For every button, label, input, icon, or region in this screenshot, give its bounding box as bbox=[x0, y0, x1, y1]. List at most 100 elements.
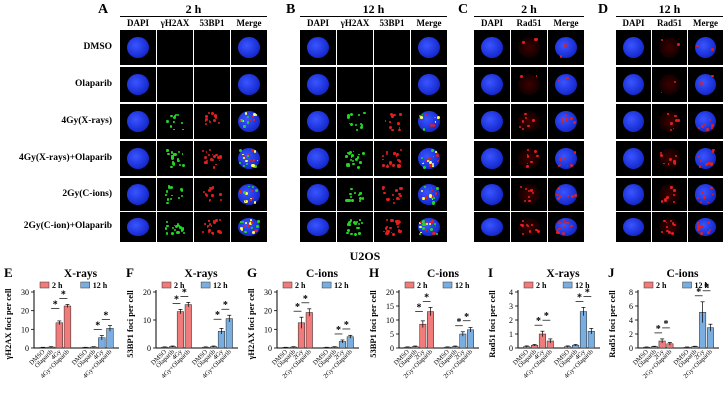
significance-star: * bbox=[656, 324, 661, 335]
focus-dot bbox=[427, 159, 430, 162]
nucleus bbox=[126, 73, 150, 96]
focus-dot bbox=[432, 124, 436, 127]
focus-dot bbox=[429, 223, 432, 226]
focus-dot bbox=[345, 154, 349, 158]
nucleus bbox=[694, 147, 717, 170]
micrograph-cell bbox=[157, 104, 193, 139]
focus-dot bbox=[239, 161, 241, 164]
focus-dot bbox=[394, 113, 397, 116]
focus-dot bbox=[352, 150, 355, 153]
focus-dot bbox=[182, 231, 185, 234]
focus-dot bbox=[562, 218, 566, 222]
focus-dot bbox=[250, 227, 253, 230]
focus-dot bbox=[435, 186, 439, 190]
focus-dot bbox=[398, 160, 402, 163]
focus-dot bbox=[252, 113, 256, 116]
focus-dot bbox=[244, 230, 247, 233]
significance-star: * bbox=[61, 290, 66, 301]
focus-dot bbox=[346, 115, 350, 119]
y-tick-label: 1 bbox=[509, 330, 513, 339]
focus-dot bbox=[673, 194, 676, 197]
focus-dot bbox=[399, 220, 401, 223]
micrograph-cell bbox=[194, 67, 230, 102]
micrograph-cell bbox=[474, 212, 510, 242]
focus-dot bbox=[385, 151, 388, 153]
focus-dot bbox=[177, 160, 180, 163]
nucleus bbox=[554, 110, 578, 133]
nucleus bbox=[381, 218, 403, 237]
focus-dot bbox=[206, 193, 209, 196]
nucleus bbox=[381, 148, 403, 170]
focus-dot bbox=[351, 199, 354, 202]
focus-dot bbox=[253, 165, 257, 169]
row-label: 4Gy(X-rays) bbox=[61, 115, 112, 126]
focus-dot bbox=[557, 187, 561, 191]
focus-dot bbox=[390, 231, 393, 234]
focus-dot bbox=[698, 165, 702, 168]
bar bbox=[184, 304, 192, 349]
focus-dot bbox=[386, 229, 389, 233]
focus-dot bbox=[166, 232, 169, 236]
focus-dot bbox=[429, 228, 433, 231]
focus-dot bbox=[536, 230, 540, 234]
focus-dot bbox=[567, 195, 570, 198]
focus-dot bbox=[359, 192, 363, 195]
focus-dot bbox=[399, 113, 402, 116]
focus-dot bbox=[212, 158, 215, 161]
focus-dot bbox=[240, 118, 243, 122]
focus-dot bbox=[659, 151, 662, 154]
focus-dot bbox=[699, 160, 702, 162]
focus-dot bbox=[386, 163, 389, 166]
focus-dot bbox=[672, 201, 675, 204]
focus-dot bbox=[564, 44, 568, 47]
focus-dot bbox=[246, 115, 249, 118]
micrograph-cell bbox=[688, 212, 723, 242]
focus-dot bbox=[182, 128, 184, 131]
focus-dot bbox=[675, 118, 679, 122]
micrograph-cell bbox=[231, 30, 267, 65]
time-underline bbox=[616, 16, 723, 17]
focus-dot bbox=[565, 118, 568, 121]
column-header: Merge bbox=[553, 18, 579, 28]
column-header: Rad51 bbox=[656, 18, 682, 28]
focus-dot bbox=[660, 230, 663, 233]
y-tick-label: 0 bbox=[390, 344, 394, 353]
focus-dot bbox=[697, 222, 699, 225]
nucleus bbox=[126, 36, 150, 59]
legend-label: 12 h bbox=[455, 281, 470, 290]
focus-dot bbox=[359, 200, 361, 203]
focus-dot bbox=[240, 220, 243, 223]
focus-dot bbox=[429, 161, 432, 164]
bar bbox=[55, 322, 63, 349]
nucleus bbox=[344, 218, 366, 237]
row-label: 2Gy(C-ion)+Olaparib bbox=[23, 221, 112, 231]
focus-dot bbox=[434, 225, 437, 227]
focus-dot bbox=[206, 161, 209, 164]
focus-dot bbox=[357, 194, 360, 197]
focus-dot bbox=[669, 128, 673, 132]
focus-dot bbox=[167, 198, 170, 201]
focus-dot bbox=[208, 229, 212, 233]
focus-dot bbox=[398, 128, 401, 132]
focus-dot bbox=[394, 152, 396, 154]
focus-dot bbox=[434, 120, 437, 123]
significance-star: * bbox=[303, 294, 308, 305]
focus-dot bbox=[526, 154, 530, 158]
focus-dot bbox=[421, 197, 425, 200]
focus-dot bbox=[666, 112, 669, 115]
focus-dot bbox=[399, 186, 403, 190]
legend-swatch bbox=[200, 281, 211, 289]
focus-dot bbox=[166, 191, 169, 194]
micrograph-cell bbox=[411, 141, 447, 176]
y-tick-label: 6 bbox=[629, 302, 633, 311]
focus-dot bbox=[353, 192, 356, 194]
focus-dot bbox=[570, 224, 573, 228]
focus-dot bbox=[246, 121, 250, 124]
focus-dot bbox=[251, 163, 255, 168]
focus-dot bbox=[356, 226, 359, 229]
nucleus bbox=[306, 217, 330, 237]
focus-dot bbox=[382, 154, 385, 158]
focus-dot bbox=[354, 157, 359, 161]
y-tick-label: 20 bbox=[21, 307, 29, 316]
legend-label: 2 h bbox=[536, 281, 547, 290]
